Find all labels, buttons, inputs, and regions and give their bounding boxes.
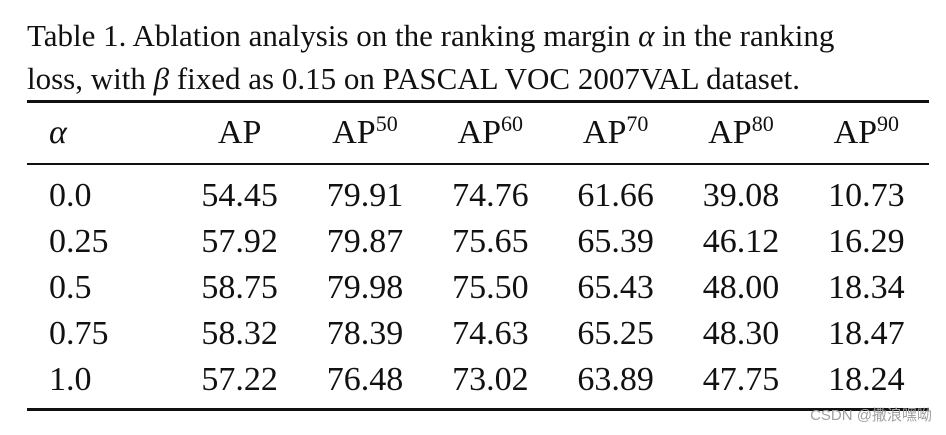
table-caption: Table 1. Ablation analysis on the rankin… <box>27 14 932 100</box>
table-cell: 54.45 <box>201 177 278 214</box>
table-cell: 79.91 <box>326 177 404 214</box>
table-cell: 10.73 <box>828 177 905 214</box>
table-cell: 18.24 <box>828 361 905 398</box>
table-cell: 79.87 <box>326 223 404 260</box>
header-ap90: AP90 <box>833 111 900 152</box>
table-cell: 58.75 <box>201 269 278 306</box>
header-ap60: AP60 <box>457 111 524 152</box>
table-row: 0.75 58.32 78.39 74.63 65.25 48.30 18.47 <box>27 311 929 357</box>
table-bottom-rule <box>27 408 929 411</box>
table-cell: 79.98 <box>326 269 404 306</box>
header-ap50: AP50 <box>332 111 398 152</box>
table-cell: 65.43 <box>577 269 654 306</box>
table-cell: 75.65 <box>452 223 529 260</box>
table-cell: 18.47 <box>828 315 905 352</box>
table-cell: 58.32 <box>201 315 278 352</box>
caption-text: Table 1. Ablation analysis on the rankin… <box>27 18 639 53</box>
table-cell: 18.34 <box>828 269 905 306</box>
table-top-rule <box>27 100 929 103</box>
ablation-table: α AP AP50 AP60 AP70 AP80 AP90 0.0 54.45 … <box>27 103 929 403</box>
table-cell: 47.75 <box>702 361 780 398</box>
alpha-symbol: α <box>638 18 655 53</box>
table-row: 0.5 58.75 79.98 75.50 65.43 48.00 18.34 <box>27 265 929 311</box>
caption-text: in the ranking <box>654 18 835 53</box>
caption-line-1: Table 1. Ablation analysis on the rankin… <box>27 14 932 57</box>
table-cell: 46.12 <box>702 223 780 260</box>
watermark: CSDN @撒浪嘿呦 <box>810 407 932 424</box>
table-cell: 76.48 <box>326 361 404 398</box>
table-cell: 57.92 <box>201 223 278 260</box>
table-row: 0.0 54.45 79.91 74.76 61.66 39.08 10.73 <box>27 163 929 219</box>
caption-text: loss, with <box>27 61 154 96</box>
table-cell: 74.63 <box>452 315 529 352</box>
beta-symbol: β <box>153 61 170 96</box>
table-cell: 61.66 <box>577 177 654 214</box>
table-header-rule <box>27 163 929 165</box>
table-cell: 78.39 <box>326 315 404 352</box>
caption-line-2: loss, with β fixed as 0.15 on PASCAL VOC… <box>27 57 932 100</box>
table-cell: 63.89 <box>577 361 654 398</box>
table-cell: 73.02 <box>452 361 529 398</box>
table-header-row: α AP AP50 AP60 AP70 AP80 AP90 <box>27 103 929 163</box>
table-row: 1.0 57.22 76.48 73.02 63.89 47.75 18.24 <box>27 357 929 403</box>
table-cell: 65.25 <box>577 315 654 352</box>
table-cell: 75.50 <box>452 269 529 306</box>
table-cell: 0.75 <box>49 315 109 352</box>
header-ap70: AP70 <box>582 111 649 152</box>
table-cell: 65.39 <box>577 223 654 260</box>
table-cell: 0.5 <box>49 269 92 306</box>
header-ap80: AP80 <box>708 111 774 152</box>
table-cell: 57.22 <box>201 361 278 398</box>
caption-text: fixed as 0.15 on PASCAL VOC 2007VAL data… <box>169 61 800 96</box>
table-cell: 39.08 <box>702 177 780 214</box>
table-cell: 0.25 <box>49 223 109 260</box>
header-alpha: α <box>49 114 67 151</box>
table-cell: 48.30 <box>702 315 780 352</box>
table-cell: 48.00 <box>702 269 780 306</box>
header-ap: AP <box>217 114 262 151</box>
table-cell: 16.29 <box>828 223 905 260</box>
table-row: 0.25 57.92 79.87 75.65 65.39 46.12 16.29 <box>27 219 929 265</box>
table-cell: 74.76 <box>452 177 529 214</box>
table-cell: 0.0 <box>49 177 92 214</box>
table-cell: 1.0 <box>49 361 92 398</box>
